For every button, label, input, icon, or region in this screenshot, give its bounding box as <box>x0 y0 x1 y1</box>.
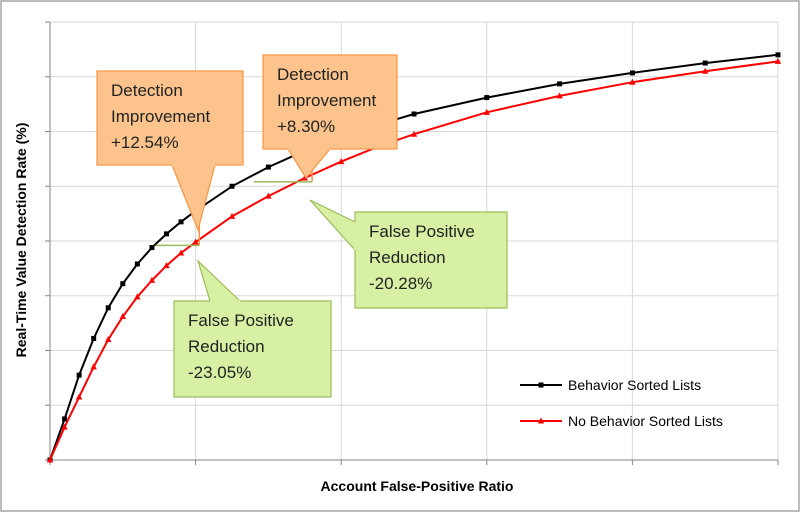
data-point <box>411 111 417 117</box>
data-point <box>774 57 782 64</box>
callout-line: Reduction <box>369 248 446 267</box>
data-point <box>120 281 126 287</box>
data-point <box>629 78 636 85</box>
callout-line: Improvement <box>111 107 210 126</box>
data-point <box>134 293 141 300</box>
data-point <box>775 52 781 58</box>
data-point <box>192 238 199 245</box>
callout-line: Detection <box>277 65 349 84</box>
series-line <box>49 60 779 461</box>
legend-marker <box>537 417 545 424</box>
callout-line: False Positive <box>369 222 475 241</box>
legend: Behavior Sorted Lists No Behavior Sorted … <box>520 377 723 429</box>
data-point <box>556 92 563 99</box>
data-point <box>148 276 156 283</box>
data-point <box>338 158 345 165</box>
data-point <box>105 305 111 311</box>
data-point <box>228 212 236 219</box>
data-point <box>265 164 271 170</box>
callout-box <box>354 211 508 309</box>
data-point <box>149 245 155 251</box>
data-point <box>46 456 54 463</box>
series-2 <box>46 57 782 463</box>
legend-marker <box>538 382 544 388</box>
data-point <box>557 81 563 87</box>
data-point <box>76 372 82 378</box>
data-point <box>119 313 126 320</box>
data-point <box>62 416 68 422</box>
data-point <box>301 174 308 181</box>
data-point <box>265 192 272 199</box>
callout-line: -20.28% <box>369 274 432 293</box>
data-point <box>163 231 169 237</box>
false-positive-reduction-callout: False Positive Reduction -20.28% <box>309 199 508 309</box>
legend-item: Behavior Sorted Lists <box>520 377 701 393</box>
data-point <box>410 130 418 137</box>
data-point <box>484 95 490 101</box>
legend-item: No Behavior Sorted Lists <box>520 413 723 429</box>
callout-line: Reduction <box>188 337 265 356</box>
callout-line: False Positive <box>188 311 294 330</box>
detection-improvement-callout: Detection Improvement +8.30% <box>262 54 398 180</box>
legend-label: Behavior Sorted Lists <box>568 377 701 393</box>
detection-improvement-callout: Detection Improvement +12.54% <box>96 70 244 232</box>
callout-line: Improvement <box>277 91 376 110</box>
data-point <box>61 423 68 430</box>
data-point <box>629 70 635 76</box>
data-point <box>105 336 112 343</box>
data-point <box>163 262 170 269</box>
data-point <box>483 108 490 115</box>
callout-box <box>262 54 398 150</box>
callout-line: -23.05% <box>188 363 251 382</box>
callout-box <box>96 70 244 166</box>
legend-label: No Behavior Sorted Lists <box>568 413 723 429</box>
data-point <box>90 363 97 370</box>
callout-line: +12.54% <box>111 133 179 152</box>
callout-line: +8.30% <box>277 117 335 136</box>
y-axis-title: Real-Time Value Detection Rate (%) <box>13 123 29 358</box>
callouts: Detection Improvement +12.54% Detection Impr… <box>96 54 508 398</box>
data-point <box>177 249 185 256</box>
data-point <box>702 60 708 66</box>
data-point <box>702 67 709 74</box>
false-positive-reduction-callout: False Positive Reduction -23.05% <box>173 259 332 398</box>
callout-box <box>173 300 332 398</box>
data-point <box>178 219 184 225</box>
data-point <box>229 183 235 189</box>
callout-line: Detection <box>111 81 183 100</box>
series-line <box>49 53 779 461</box>
data-point <box>91 335 97 341</box>
data-point <box>134 261 140 267</box>
x-axis-title: Account False-Positive Ratio <box>321 478 514 494</box>
data-point <box>75 393 83 400</box>
